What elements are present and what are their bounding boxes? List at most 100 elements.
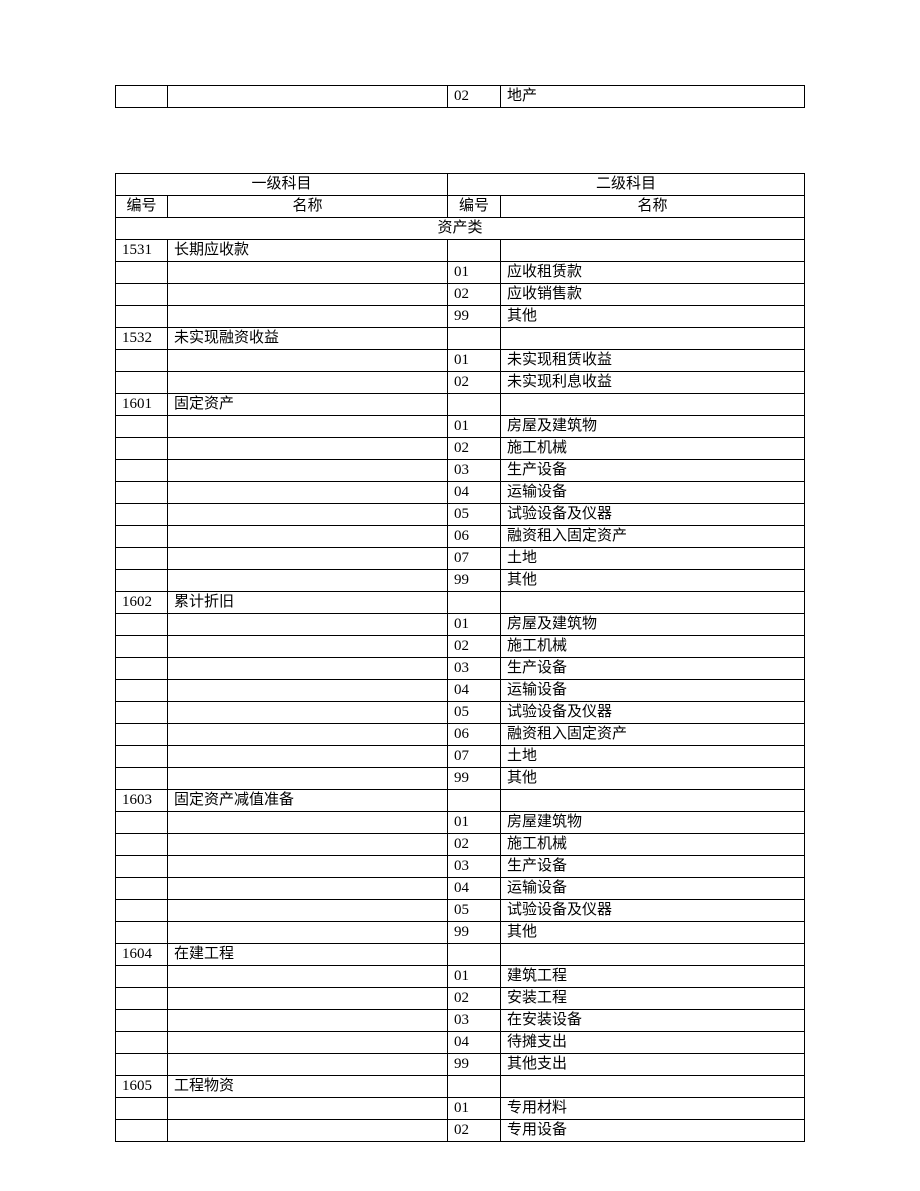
cell-empty [116, 680, 168, 702]
cell-empty [168, 900, 448, 922]
sub-name: 应收销售款 [501, 284, 805, 306]
sub-code: 03 [448, 460, 501, 482]
sub-name: 生产设备 [501, 856, 805, 878]
cell-empty [168, 350, 448, 372]
sub-name: 融资租入固定资产 [501, 526, 805, 548]
sub-account-row: 02安装工程 [116, 988, 805, 1010]
cell-empty [116, 746, 168, 768]
cell-empty [116, 988, 168, 1010]
cell-empty [501, 944, 805, 966]
sub-code: 99 [448, 306, 501, 328]
sub-code: 02 [448, 372, 501, 394]
cell-empty [168, 460, 448, 482]
sub-name: 在安装设备 [501, 1010, 805, 1032]
cell-empty [168, 306, 448, 328]
account-code: 1531 [116, 240, 168, 262]
sub-code: 01 [448, 1098, 501, 1120]
sub-name: 其他 [501, 922, 805, 944]
sub-name: 生产设备 [501, 460, 805, 482]
sub-code: 04 [448, 680, 501, 702]
sub-account-row: 07土地 [116, 548, 805, 570]
accounts-table: 一级科目 二级科目 编号 名称 编号 名称 资产类 1531长期应收款01应收租… [115, 173, 805, 1142]
sub-name: 施工机械 [501, 834, 805, 856]
cell-empty [116, 812, 168, 834]
sub-account-row: 07土地 [116, 746, 805, 768]
account-name: 未实现融资收益 [168, 328, 448, 350]
header-row-1: 一级科目 二级科目 [116, 174, 805, 196]
sub-code: 05 [448, 900, 501, 922]
sub-name: 其他 [501, 570, 805, 592]
cell-empty [501, 240, 805, 262]
sub-code: 02 [448, 636, 501, 658]
top-fragment-table: 02 地产 [115, 85, 805, 108]
cell-empty [168, 746, 448, 768]
sub-account-row: 01房屋及建筑物 [116, 614, 805, 636]
sub-code: 03 [448, 658, 501, 680]
header-name: 名称 [168, 196, 448, 218]
cell-empty [168, 372, 448, 394]
cell-empty [116, 900, 168, 922]
account-name: 固定资产 [168, 394, 448, 416]
cell-empty [168, 812, 448, 834]
cell-empty [116, 724, 168, 746]
sub-account-row: 99其他支出 [116, 1054, 805, 1076]
account-name: 在建工程 [168, 944, 448, 966]
cell-empty [168, 438, 448, 460]
account-name: 长期应收款 [168, 240, 448, 262]
cell-empty [116, 878, 168, 900]
cell-empty [116, 702, 168, 724]
sub-account-row: 02施工机械 [116, 834, 805, 856]
sub-code: 03 [448, 856, 501, 878]
account-row: 1601固定资产 [116, 394, 805, 416]
sub-account-row: 99其他 [116, 306, 805, 328]
cell-empty [116, 570, 168, 592]
sub-name: 未实现利息收益 [501, 372, 805, 394]
cell-empty [168, 570, 448, 592]
cell-empty [448, 240, 501, 262]
cell-empty [448, 592, 501, 614]
cell-empty [116, 1054, 168, 1076]
cell-empty [168, 482, 448, 504]
header-code: 编号 [448, 196, 501, 218]
sub-code: 01 [448, 350, 501, 372]
account-code: 1601 [116, 394, 168, 416]
sub-code: 01 [448, 416, 501, 438]
sub-name: 地产 [501, 86, 805, 108]
cell-empty [116, 460, 168, 482]
cell-empty [448, 328, 501, 350]
account-row: 1605工程物资 [116, 1076, 805, 1098]
sub-name: 运输设备 [501, 482, 805, 504]
account-name: 工程物资 [168, 1076, 448, 1098]
account-code: 1532 [116, 328, 168, 350]
cell-empty [168, 1098, 448, 1120]
sub-name: 其他 [501, 306, 805, 328]
sub-account-row: 01未实现租赁收益 [116, 350, 805, 372]
sub-name: 房屋建筑物 [501, 812, 805, 834]
sub-name: 运输设备 [501, 680, 805, 702]
cell-empty [168, 526, 448, 548]
cell-empty [116, 922, 168, 944]
cell-empty [116, 768, 168, 790]
sub-code: 02 [448, 86, 501, 108]
cell-empty [116, 966, 168, 988]
cell-empty [116, 262, 168, 284]
sub-name: 施工机械 [501, 438, 805, 460]
sub-account-row: 04运输设备 [116, 482, 805, 504]
header-row-2: 编号 名称 编号 名称 [116, 196, 805, 218]
cell-empty [168, 86, 448, 108]
sub-account-row: 01房屋及建筑物 [116, 416, 805, 438]
account-row: 1532未实现融资收益 [116, 328, 805, 350]
cell-empty [168, 988, 448, 1010]
cell-empty [116, 350, 168, 372]
sub-account-row: 05试验设备及仪器 [116, 702, 805, 724]
cell-empty [168, 966, 448, 988]
sub-name: 生产设备 [501, 658, 805, 680]
cell-empty [168, 658, 448, 680]
sub-code: 03 [448, 1010, 501, 1032]
sub-account-row: 01房屋建筑物 [116, 812, 805, 834]
cell-empty [168, 1120, 448, 1142]
cell-empty [116, 438, 168, 460]
cell-empty [501, 592, 805, 614]
sub-name: 施工机械 [501, 636, 805, 658]
cell-empty [168, 548, 448, 570]
